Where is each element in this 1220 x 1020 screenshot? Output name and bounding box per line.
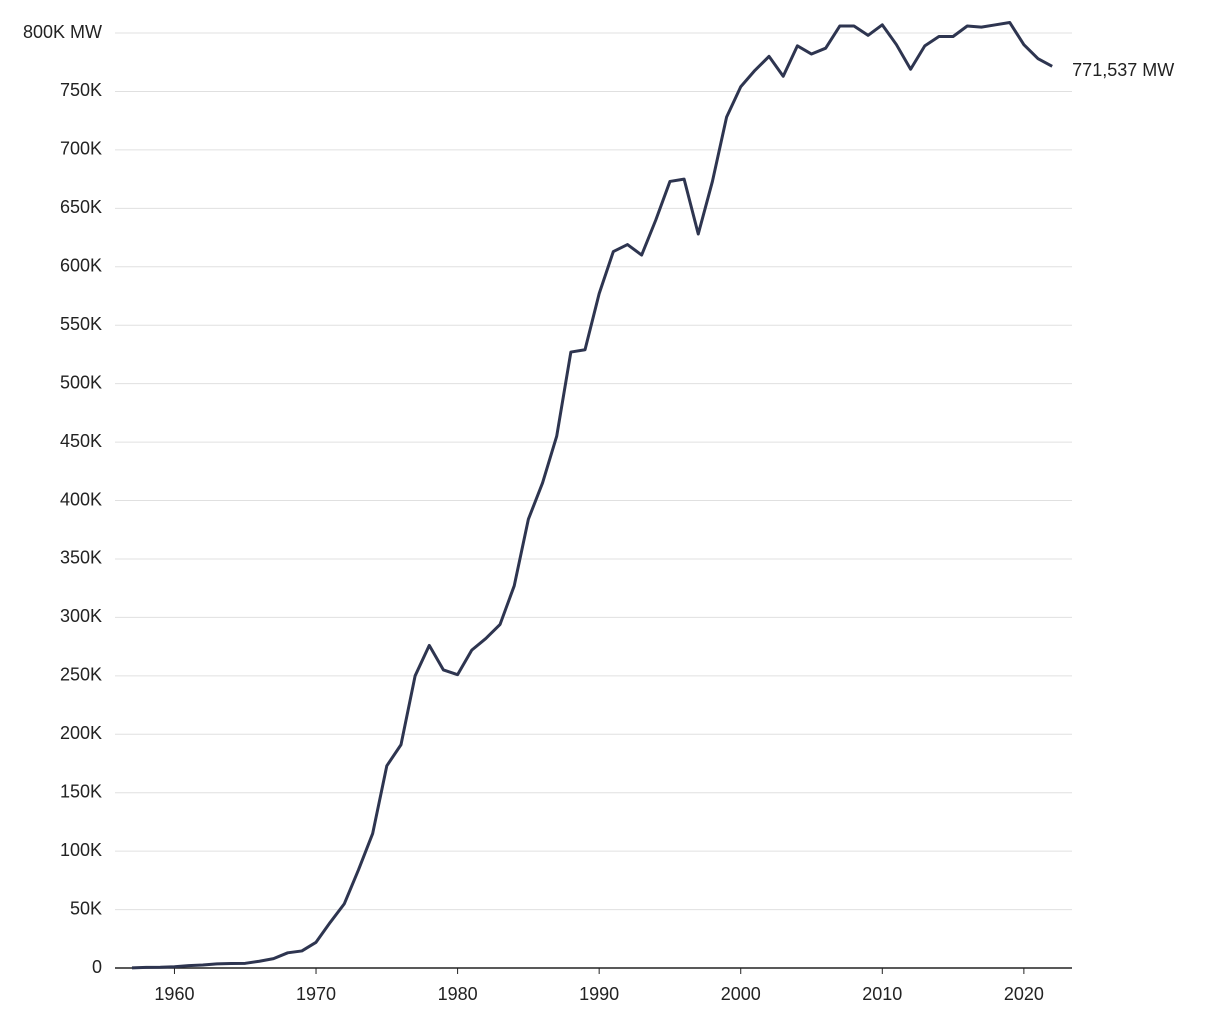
y-tick-label: 800K MW: [23, 22, 102, 42]
line: [131, 20, 1053, 970]
x-tick-label: 1990: [579, 984, 619, 1004]
y-tick-label: 600K: [60, 256, 102, 276]
x-tick-label: 2020: [1004, 984, 1044, 1004]
x-tick-label: 1980: [438, 984, 478, 1004]
y-tick-label: 50K: [70, 898, 102, 918]
y-tick-label: 0: [92, 957, 102, 977]
x-tick-label: 2010: [862, 984, 902, 1004]
y-tick-label: 400K: [60, 489, 102, 509]
y-tick-label: 250K: [60, 665, 102, 685]
y-tick-label: 300K: [60, 606, 102, 626]
y-tick-label: 150K: [60, 781, 102, 801]
y-tick-label: 650K: [60, 197, 102, 217]
y-tick-label: 550K: [60, 314, 102, 334]
x-tick-label: 1970: [296, 984, 336, 1004]
y-tick-label: 350K: [60, 548, 102, 568]
y-tick-label: 750K: [60, 80, 102, 100]
y-tick-label: 700K: [60, 139, 102, 159]
y-tick-label: 100K: [60, 840, 102, 860]
x-tick-label: 1960: [154, 984, 194, 1004]
y-tick-label: 200K: [60, 723, 102, 743]
y-tick-label: 500K: [60, 372, 102, 392]
value-label: 771,537 MW: [1072, 60, 1174, 80]
y-tick-label: 450K: [60, 431, 102, 451]
x-tick-label: 2000: [721, 984, 761, 1004]
